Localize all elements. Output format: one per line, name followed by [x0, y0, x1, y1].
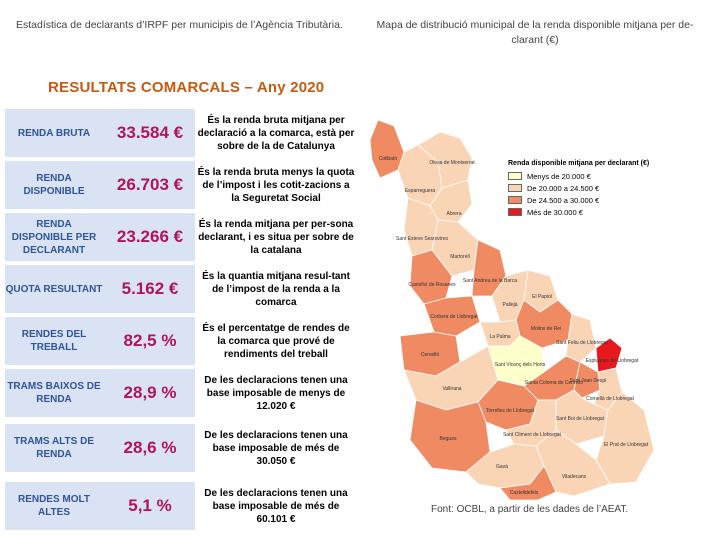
indicator-label-box: TRAMS BAIXOS DE RENDA 28,9 % [5, 369, 195, 417]
indicator-description: És el percentatge de rendes de la comarc… [202, 322, 350, 360]
map-label-vicenc: Sant Vicenç dels Horts [495, 362, 546, 368]
legend-label: Més de 30.000 € [527, 207, 583, 217]
map-label-feliu: Sant Feliu de Llobregat [556, 340, 608, 346]
indicator-row-trams-alts: TRAMS ALTS DE RENDA 28,6 % De les declar… [5, 424, 355, 472]
municipal-income-map: Collbató Esparreguera Olesa de Montserra… [369, 119, 655, 500]
legend-item: De 24.500 a 30.000 € [508, 195, 658, 205]
indicator-label-box: RENDA BRUTA 33.584 € [5, 109, 195, 157]
map-label-palma: La Palma [489, 334, 510, 340]
map-region-collbato [369, 119, 405, 179]
map-label-gava: Gavà [496, 464, 508, 470]
indicator-description: És la renda mitjana per per-sona declara… [198, 218, 354, 256]
indicator-row-trams-baixos: TRAMS BAIXOS DE RENDA 28,9 % De les decl… [5, 369, 355, 417]
map-label-corbera: Corbera de Llobregat [430, 314, 478, 320]
indicator-value: 28,9 % [123, 383, 177, 402]
indicator-description: És la renda bruta mitjana per declaració… [197, 114, 355, 152]
map-label-climent: Sant Climent de Llobregat [503, 432, 561, 438]
indicator-name: RENDES DEL TREBALL [21, 329, 87, 353]
map-label-papiol: El Papiol [532, 294, 552, 300]
legend-swatch [508, 196, 522, 204]
indicator-value: 23.266 € [116, 227, 184, 246]
map-label-olesa: Olesa de Montserrat [429, 160, 475, 166]
indicator-label-box: RENDES DEL TREBALL 82,5 % [5, 317, 195, 365]
map-region-feliu [565, 313, 597, 363]
map-label-begues: Begues [440, 436, 457, 442]
map-region-olesa [417, 131, 473, 189]
indicator-row-rendes-molt-altes: RENDES MOLT ALTES 5,1 % De les declaraci… [5, 482, 355, 530]
indicator-label-box: RENDES MOLT ALTES 5,1 % [5, 482, 195, 530]
indicator-row-renda-bruta: RENDA BRUTA 33.584 € És la renda bruta m… [5, 109, 355, 157]
indicator-description: De les declaracions tenen una base impos… [204, 487, 348, 525]
indicator-value: 82,5 % [123, 331, 177, 350]
header-right-caption: Mapa de distribució municipal de la rend… [376, 19, 694, 46]
indicator-row-renda-disponible: RENDA DISPONIBLE 26.703 € És la renda br… [5, 161, 355, 209]
map-region-joan [573, 361, 601, 399]
legend-item: Menys de 20.000 € [508, 171, 658, 181]
legend-swatch [508, 184, 522, 192]
indicator-name: TRAMS ALTS DE RENDA [14, 436, 94, 460]
map-label-martorell: Martorell [450, 254, 469, 260]
map-source-note: Font: OCBL, a partir de les dades de l’A… [431, 504, 629, 515]
map-label-torrelles: Torrelles de Llobregat [486, 408, 535, 414]
map-label-castellvi: Castellví de Rosanes [408, 282, 456, 288]
map-legend: Renda disponible mitjana per declarant (… [508, 160, 658, 219]
map-label-palleja: Pallejà [502, 302, 517, 308]
map-label-vallirana: Vallirana [442, 386, 461, 392]
indicator-label-box: RENDA DISPONIBLE 26.703 € [5, 161, 195, 209]
indicator-name: RENDES MOLT ALTES [17, 494, 91, 518]
indicator-value: 28,6 % [123, 438, 177, 457]
indicator-value: 33.584 € [116, 123, 184, 142]
map-label-viladecans: Viladecans [562, 474, 587, 480]
indicator-label-box: TRAMS ALTS DE RENDA 28,6 % [5, 424, 195, 472]
map-label-cornella: Cornellà de Llobregat [586, 396, 634, 402]
indicator-label-box: RENDA DISPONIBLE PER DECLARANT 23.266 € [5, 213, 195, 261]
legend-title: Renda disponible mitjana per declarant (… [508, 160, 650, 167]
indicator-name: RENDA DISPONIBLE [23, 173, 85, 197]
section-title: RESULTATS COMARCALS – Any 2020 [48, 79, 325, 96]
map-label-prat: El Prat de Llobregat [604, 442, 649, 448]
legend-label: De 24.500 a 30.000 € [527, 195, 600, 205]
indicator-value: 26.703 € [116, 175, 184, 194]
map-label-esplugues: Esplugues de Llobregat [586, 358, 639, 364]
map-label-abrera: Abrera [446, 211, 461, 217]
indicator-label-box: QUOTA RESULTANT 5.162 € [5, 265, 195, 313]
indicator-description: És la quantia mitjana resul-tant de l’im… [202, 270, 350, 308]
legend-label: Menys de 20.000 € [527, 171, 591, 181]
map-label-andreu: Sant Andreu de la Barca [463, 278, 517, 284]
legend-swatch [508, 208, 522, 216]
indicator-value: 5,1 % [128, 496, 172, 515]
map-region-castelldefels [499, 465, 557, 500]
map-label-joan: Sant Joan Despí [570, 378, 608, 384]
map-label-collbato: Collbató [379, 156, 398, 162]
indicator-name: RENDA BRUTA [17, 127, 91, 139]
map-label-castelldefels: Castelldefels [510, 490, 539, 496]
indicator-name: TRAMS BAIXOS DE RENDA [7, 381, 101, 405]
indicator-description: És la renda bruta menys la quota de l’im… [197, 166, 355, 204]
map-label-molins: Molins de Rei [531, 326, 561, 332]
map-region-esplugues [595, 337, 623, 373]
map-label-boi: Sant Boi de Llobregat [556, 416, 605, 422]
indicator-row-quota-resultant: QUOTA RESULTANT 5.162 € És la quantia mi… [5, 265, 355, 313]
legend-item: De 20.000 a 24.500 € [508, 183, 658, 193]
legend-item: Més de 30.000 € [508, 207, 658, 217]
indicator-description: De les declaracions tenen una base impos… [204, 374, 348, 412]
legend-swatch [508, 172, 522, 180]
map-labels: Collbató Esparreguera Olesa de Montserra… [379, 156, 649, 496]
indicator-row-rendes-treball: RENDES DEL TREBALL 82,5 % És el percenta… [5, 317, 355, 365]
map-label-cervello: Cervelló [421, 352, 440, 358]
legend-label: De 20.000 a 24.500 € [527, 183, 600, 193]
indicator-name: QUOTA RESULTANT [5, 283, 103, 295]
header-left-caption: Estadística de declarants d’IRPF per mun… [16, 19, 343, 31]
indicator-name: RENDA DISPONIBLE PER DECLARANT [11, 218, 97, 256]
map-label-esparreguera: Esparreguera [405, 188, 436, 194]
indicator-value: 5.162 € [121, 279, 179, 298]
indicator-row-renda-disponible-declarant: RENDA DISPONIBLE PER DECLARANT 23.266 € … [5, 213, 355, 261]
indicator-description: De les declaracions tenen una base impos… [204, 429, 348, 467]
map-label-esteve: Sant Esteve Sesrovires [396, 236, 448, 242]
map-label-coloma: Santa Coloma de Cervelló [525, 380, 584, 386]
